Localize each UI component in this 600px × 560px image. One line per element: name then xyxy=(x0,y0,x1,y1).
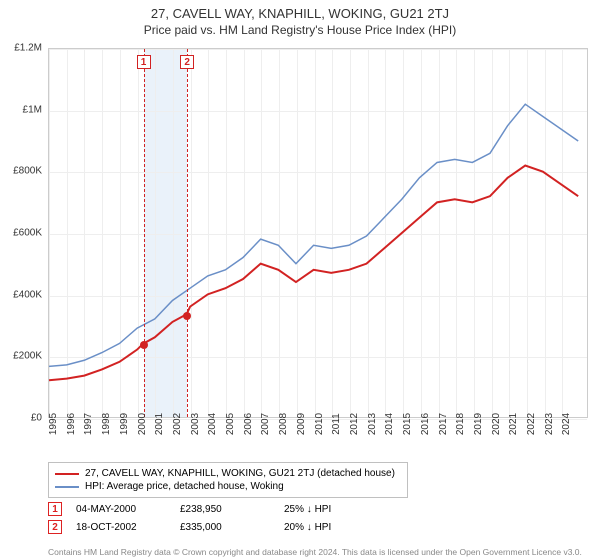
marker-line xyxy=(144,49,145,417)
x-tick-label: 1999 xyxy=(119,413,130,435)
sales-table: 1 04-MAY-2000 £238,950 25% ↓ HPI 2 18-OCT-200… xyxy=(48,500,374,536)
x-tick-label: 2017 xyxy=(438,413,449,435)
y-tick-label: £0 xyxy=(31,413,42,424)
x-tick-label: 2001 xyxy=(154,413,165,435)
sales-marker: 2 xyxy=(48,520,62,534)
y-tick-label: £400K xyxy=(13,289,42,300)
series-line-hpi xyxy=(49,104,578,366)
x-tick-label: 2016 xyxy=(420,413,431,435)
x-tick-label: 2007 xyxy=(260,413,271,435)
legend-label: HPI: Average price, detached house, Woki… xyxy=(85,481,284,492)
x-tick-label: 2002 xyxy=(172,413,183,435)
x-tick-label: 1997 xyxy=(83,413,94,435)
x-tick-label: 2011 xyxy=(331,413,342,435)
x-tick-label: 2014 xyxy=(384,413,395,435)
marker-box: 1 xyxy=(137,55,151,69)
y-axis-labels: £0£200K£400K£600K£800K£1M£1.2M xyxy=(0,48,46,418)
x-tick-label: 2003 xyxy=(190,413,201,435)
x-tick-label: 2019 xyxy=(473,413,484,435)
sales-delta: 20% ↓ HPI xyxy=(284,522,374,533)
x-tick-label: 2010 xyxy=(314,413,325,435)
chart-plot-area: 12 xyxy=(48,48,588,418)
series-point xyxy=(183,312,191,320)
x-tick-label: 2005 xyxy=(225,413,236,435)
legend-label: 27, CAVELL WAY, KNAPHILL, WOKING, GU21 2… xyxy=(85,468,395,479)
sales-date: 18-OCT-2002 xyxy=(76,522,166,533)
marker-line xyxy=(187,49,188,417)
y-tick-label: £800K xyxy=(13,166,42,177)
x-tick-label: 2000 xyxy=(137,413,148,435)
sales-price: £335,000 xyxy=(180,522,270,533)
y-tick-label: £200K xyxy=(13,351,42,362)
x-tick-label: 2013 xyxy=(367,413,378,435)
x-tick-label: 2020 xyxy=(491,413,502,435)
y-tick-label: £1.2M xyxy=(14,43,42,54)
footnote-text: Contains HM Land Registry data © Crown c… xyxy=(48,547,582,558)
x-tick-label: 2015 xyxy=(402,413,413,435)
sales-date: 04-MAY-2000 xyxy=(76,504,166,515)
x-tick-label: 2023 xyxy=(544,413,555,435)
x-tick-label: 1996 xyxy=(66,413,77,435)
legend-item: 27, CAVELL WAY, KNAPHILL, WOKING, GU21 2… xyxy=(55,467,401,480)
x-tick-label: 2008 xyxy=(278,413,289,435)
y-tick-label: £600K xyxy=(13,228,42,239)
sales-price: £238,950 xyxy=(180,504,270,515)
x-axis-labels: 1995199619971998199920002001200220032004… xyxy=(48,420,588,460)
x-tick-label: 1998 xyxy=(101,413,112,435)
x-tick-label: 2012 xyxy=(349,413,360,435)
series-point xyxy=(140,341,148,349)
y-tick-label: £1M xyxy=(23,104,42,115)
x-tick-label: 2004 xyxy=(207,413,218,435)
x-tick-label: 2021 xyxy=(508,413,519,435)
sales-delta: 25% ↓ HPI xyxy=(284,504,374,515)
legend-item: HPI: Average price, detached house, Woki… xyxy=(55,480,401,493)
x-tick-label: 2024 xyxy=(561,413,572,435)
series-line-property xyxy=(49,166,578,381)
sales-row: 1 04-MAY-2000 £238,950 25% ↓ HPI xyxy=(48,500,374,518)
x-tick-label: 1995 xyxy=(48,413,59,435)
marker-box: 2 xyxy=(180,55,194,69)
x-tick-label: 2022 xyxy=(526,413,537,435)
x-tick-label: 2018 xyxy=(455,413,466,435)
sales-marker: 1 xyxy=(48,502,62,516)
legend-swatch xyxy=(55,473,79,475)
page-subtitle: Price paid vs. HM Land Registry's House … xyxy=(0,23,600,37)
legend-swatch xyxy=(55,486,79,488)
chart-legend: 27, CAVELL WAY, KNAPHILL, WOKING, GU21 2… xyxy=(48,462,408,498)
page-title: 27, CAVELL WAY, KNAPHILL, WOKING, GU21 2… xyxy=(0,6,600,21)
x-tick-label: 2009 xyxy=(296,413,307,435)
chart-svg xyxy=(49,49,587,417)
sales-row: 2 18-OCT-2002 £335,000 20% ↓ HPI xyxy=(48,518,374,536)
x-tick-label: 2006 xyxy=(243,413,254,435)
